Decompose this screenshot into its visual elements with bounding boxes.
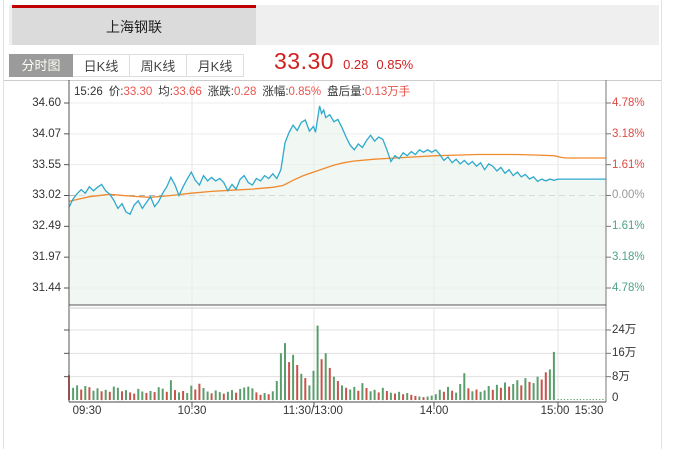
stock-tab-shanghai-ganglian[interactable]: 上海钢联: [12, 5, 256, 45]
percent-axis-label: 1.61%: [612, 220, 645, 233]
chart-top-border: [4, 80, 661, 81]
tab-monthly-k[interactable]: 月K线: [187, 54, 244, 77]
time-axis-label: 15:00: [540, 405, 570, 417]
info-pct-value: 0.85%: [288, 86, 322, 98]
intraday-chart[interactable]: [59, 80, 616, 420]
info-change-label: 涨跌:: [207, 86, 234, 98]
info-afterhours-vol-value: 0.13万手: [364, 86, 411, 98]
price-change: 0.28: [343, 57, 369, 72]
price-axis-label: 34.07: [32, 127, 61, 140]
info-avg-value: 33.66: [172, 86, 202, 98]
percent-axis-label: 3.18%: [612, 251, 645, 264]
tab-weekly-k[interactable]: 周K线: [130, 54, 187, 77]
time-axis-label: 10:30: [177, 405, 207, 417]
percent-axis-label: 1.61%: [612, 158, 645, 171]
percent-axis-label: 0.00%: [612, 189, 645, 202]
time-axis-label: 11:30/13:00: [283, 405, 343, 417]
info-price-label: 价:: [108, 86, 124, 98]
stock-name-label: 上海钢联: [106, 18, 162, 35]
price-axis-label: 31.97: [32, 251, 61, 264]
time-axis-label: 14:00: [419, 405, 449, 417]
stock-chart-widget: 上海钢联 分时图 日K线 周K线 月K线 33.30 0.28 0.85% 15…: [3, 0, 662, 449]
price-axis-label: 31.44: [32, 281, 61, 294]
quote-summary: 33.30 0.28 0.85%: [274, 48, 413, 75]
price-change-percent: 0.85%: [376, 57, 414, 72]
price-axis-label: 33.02: [32, 189, 61, 202]
info-price-value: 33.30: [123, 86, 153, 98]
percent-axis-label: 4.78%: [612, 281, 645, 294]
volume-axis-label: 0: [612, 392, 619, 404]
chart-info-bar: 15:26 价:33.30 均:33.66 涨跌:0.28 涨幅:0.85% 盘后量:0.…: [74, 83, 416, 99]
percent-axis-label: 3.18%: [612, 127, 645, 140]
price-axis-label: 33.55: [32, 158, 61, 171]
volume-axis-label: 24万: [612, 324, 637, 336]
info-change-value: 0.28: [233, 86, 257, 98]
info-avg-label: 均:: [158, 86, 173, 98]
percent-axis-label: 4.78%: [612, 97, 645, 109]
info-pct-label: 涨幅:: [262, 86, 289, 98]
price-axis-label: 34.60: [32, 97, 61, 109]
last-price: 33.30: [274, 48, 335, 74]
info-time: 15:26: [74, 86, 103, 98]
tab-daily-k[interactable]: 日K线: [73, 54, 130, 77]
info-afterhours-vol-label: 盘后量:: [327, 86, 365, 98]
period-tabs: 分时图 日K线 周K线 月K线: [9, 54, 244, 77]
tab-intraday[interactable]: 分时图: [9, 54, 73, 77]
time-axis-label: 09:30: [72, 405, 102, 417]
volume-axis-label: 16万: [612, 347, 637, 360]
time-axis-label: 15:30: [574, 405, 604, 417]
volume-axis-label: 8万: [612, 370, 630, 383]
price-axis-label: 32.49: [32, 220, 61, 233]
